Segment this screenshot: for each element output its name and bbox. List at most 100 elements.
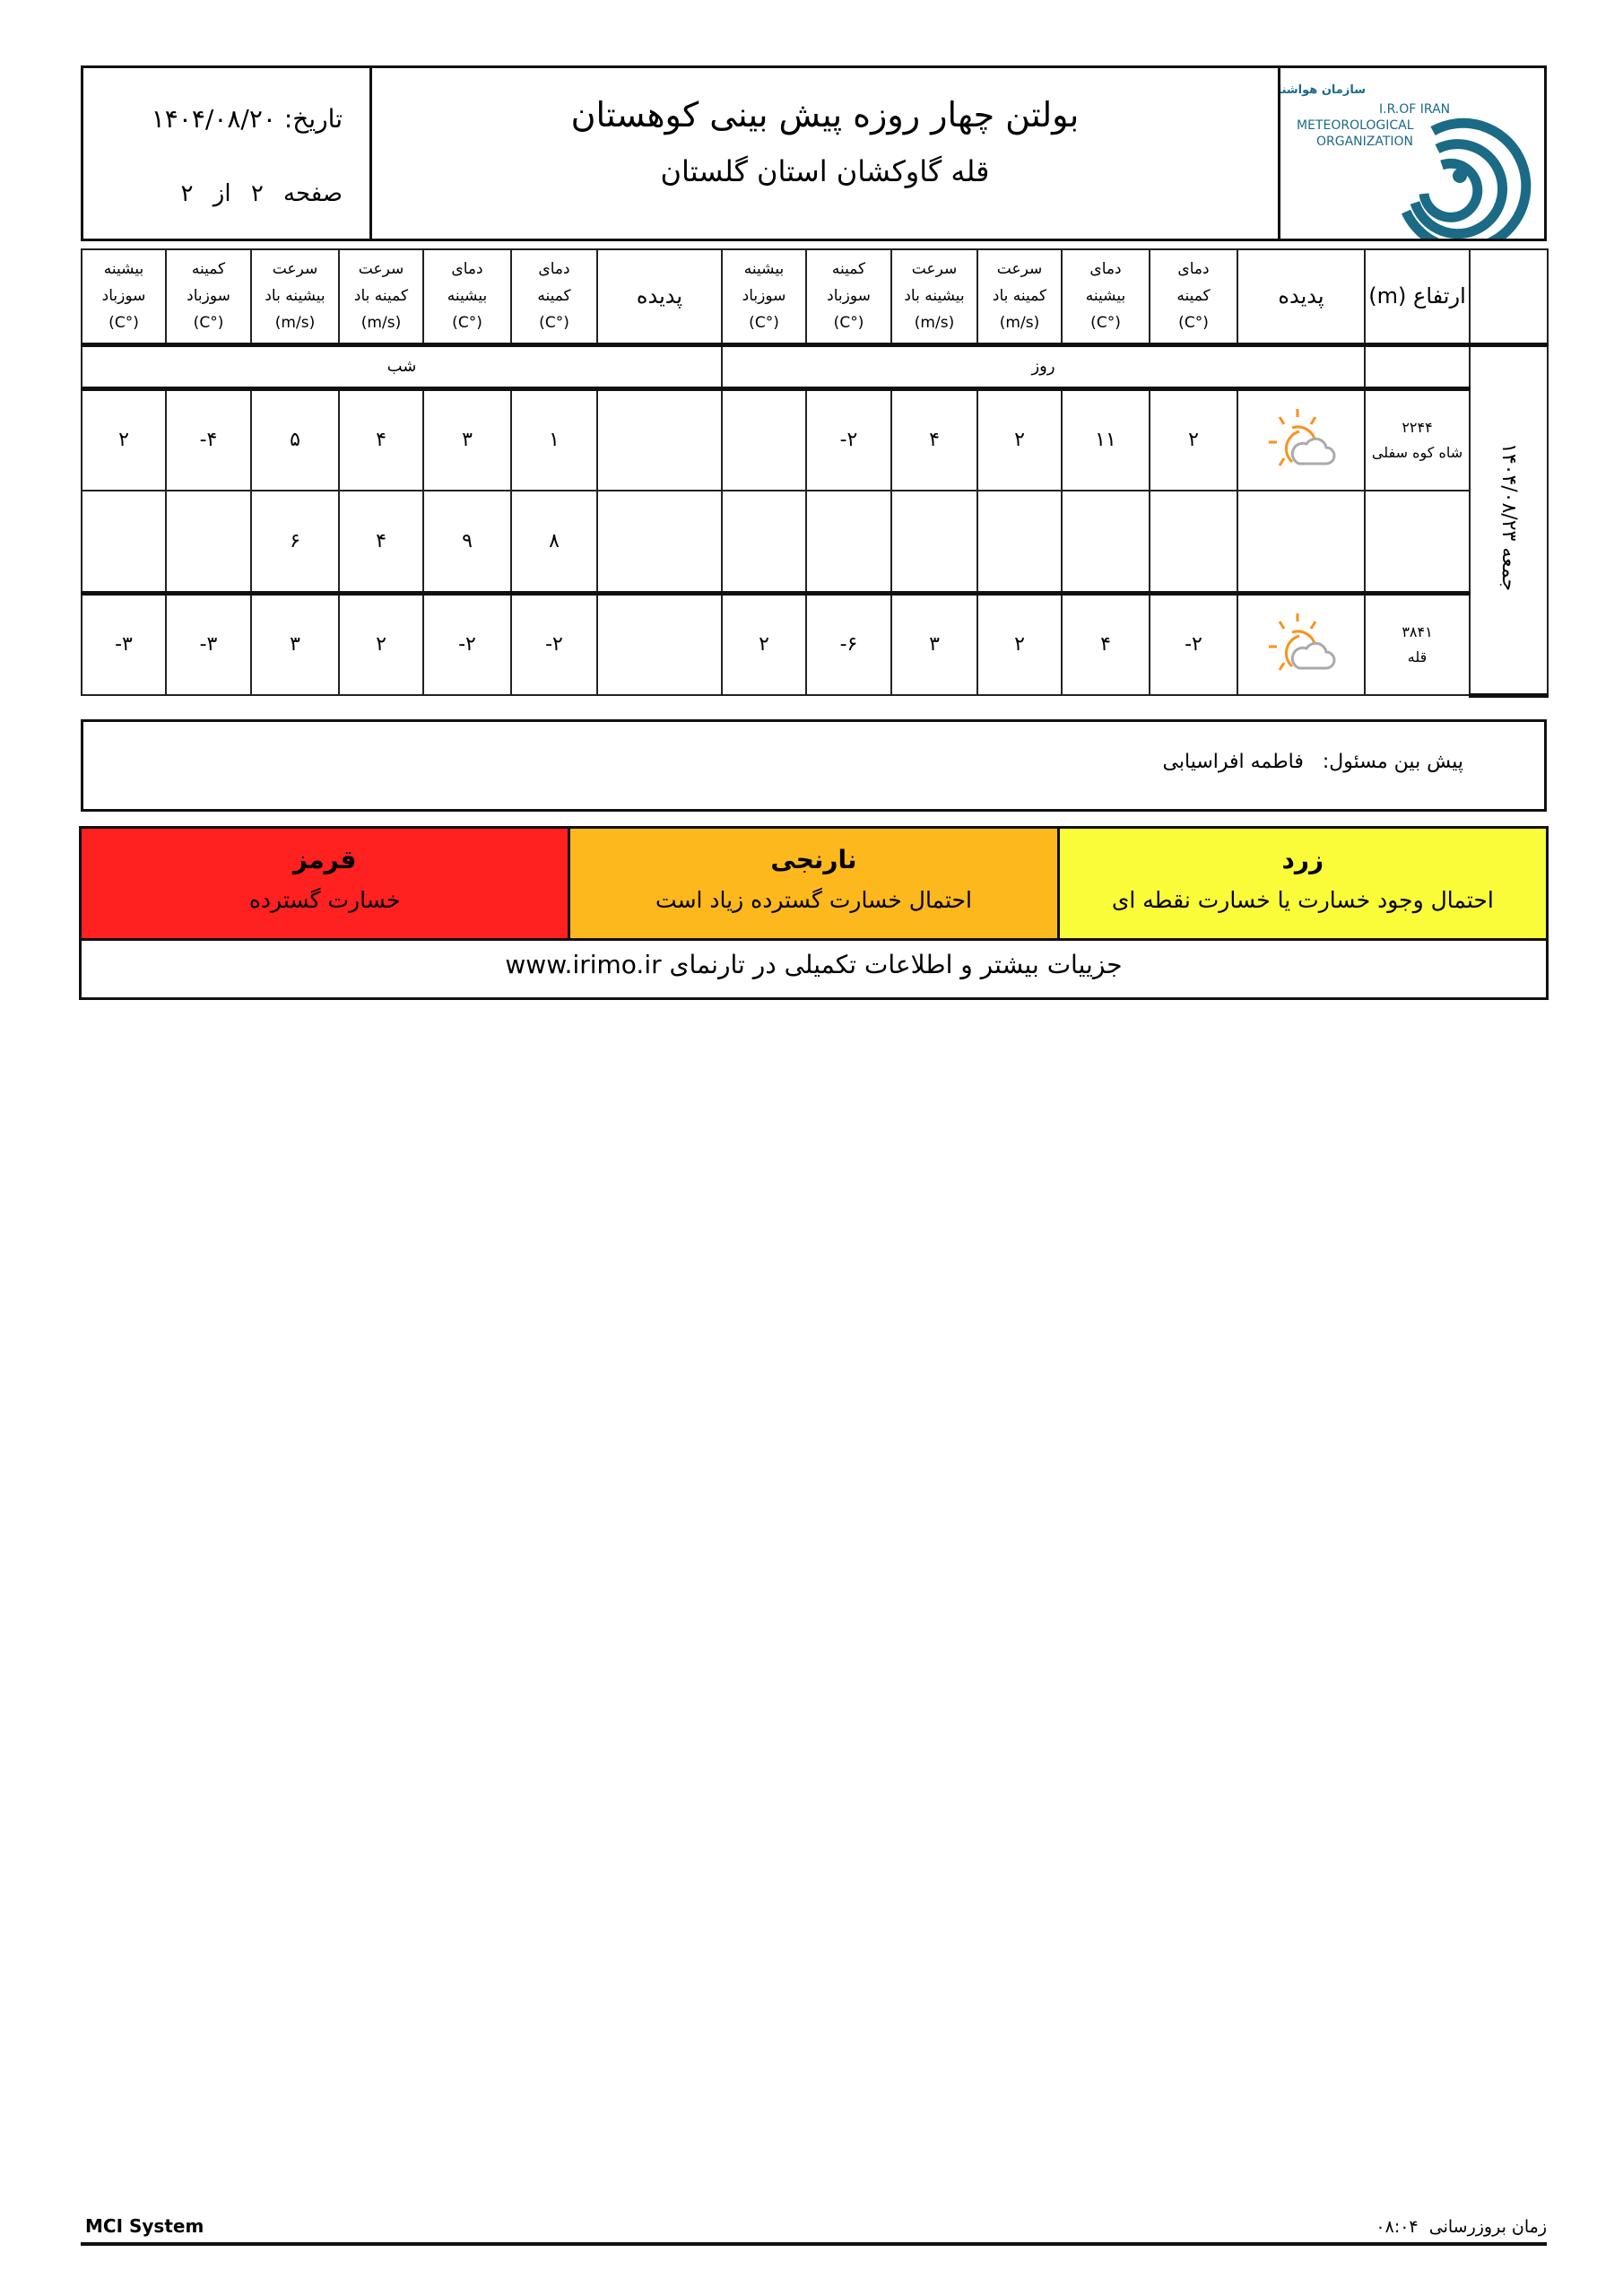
- cell-text: -۴: [199, 429, 218, 452]
- cell-text: ۱: [549, 429, 560, 452]
- cell-text: کمینه باد: [992, 287, 1047, 306]
- cell-text: ۴: [376, 529, 386, 552]
- day-date-cell: جمعه ۱۴۰۴/۰۸/۲۳: [1469, 342, 1549, 698]
- day-value: -۶: [805, 590, 892, 696]
- day-phenomenon-header: پدیده: [1237, 248, 1366, 345]
- cell-text: سوزباد: [742, 287, 786, 306]
- night-value: [165, 490, 252, 594]
- update-label: زمان بروزرسانی: [1428, 2217, 1547, 2237]
- night-phenomenon-header: پدیده: [596, 248, 723, 345]
- station-name: قله: [1407, 648, 1428, 665]
- night-phenomenon: [596, 590, 723, 696]
- day-value: [1061, 490, 1150, 594]
- cell-text: سرعت: [996, 260, 1043, 279]
- cell-text: ۹: [462, 529, 473, 552]
- irimo-logo: سازمان هواشناسی کشور I.R.OF IRAN METEORO…: [1217, 68, 1544, 254]
- cell-text: (°C): [1178, 314, 1209, 333]
- level-name: نارنجی: [770, 845, 857, 874]
- night-value: ۵: [250, 387, 340, 491]
- day-phenomenon: [1237, 387, 1366, 491]
- cell-text: -۳: [115, 633, 133, 657]
- day-value: [721, 490, 807, 594]
- night-col-header-3: سرعت کمینه باد (m/s): [338, 248, 424, 345]
- day-value: [976, 490, 1063, 594]
- cell-text: بیشینه: [103, 260, 144, 279]
- svg-text:METEOROLOGICAL: METEOROLOGICAL: [1297, 118, 1414, 133]
- night-value: ۴: [338, 387, 424, 491]
- day-value: -۲: [805, 387, 892, 491]
- cell-text: ۴: [376, 429, 386, 452]
- cell-text: -۲: [545, 633, 563, 657]
- warning-levels: قرمز خسارت گسترده نارنجی احتمال خسارت گستر…: [79, 826, 1549, 1000]
- day-value: ۴: [890, 387, 978, 491]
- cell-text: بیشینه: [1085, 287, 1126, 306]
- svg-text:I.R.OF IRAN: I.R.OF IRAN: [1379, 102, 1450, 117]
- day-value: ۲: [976, 590, 1063, 696]
- page-num: ۲: [250, 180, 264, 207]
- sun-cloud-icon: [1269, 408, 1336, 466]
- day-value: -۲: [1149, 590, 1238, 696]
- night-value: ۶: [250, 490, 340, 594]
- cell-text: ۶: [290, 529, 300, 552]
- cell-text: -۳: [199, 633, 218, 657]
- cell-text: دمای: [451, 260, 483, 279]
- cell-text: کمینه: [191, 260, 226, 279]
- night-col-header-4: دمای بیشینه (°C): [422, 248, 512, 345]
- day-group: روز: [721, 342, 1366, 391]
- day-col-header-4: دمای بیشینه (°C): [1061, 248, 1150, 345]
- update-time: زمان بروزرسانی ۰۸:۰۴: [1376, 2217, 1547, 2237]
- date-label: تاریخ:: [283, 104, 343, 134]
- cell-text: بیشینه باد: [265, 287, 325, 306]
- page-indicator: صفحه ۲ از ۲: [181, 180, 343, 207]
- day-value: [805, 490, 892, 594]
- night-phenomenon: [596, 490, 723, 594]
- page-of: از: [213, 180, 231, 207]
- night-phenomenon: [596, 387, 723, 491]
- level-desc: احتمال وجود خسارت یا خسارت نقطه ای: [1111, 887, 1494, 913]
- level-name: زرد: [1281, 845, 1324, 874]
- group-spacer: [1364, 342, 1471, 391]
- night-col-header-1: کمینه سوزباد (°C): [165, 248, 252, 345]
- night-col-header-0: بیشینه سوزباد (°C): [81, 248, 167, 345]
- cell-text: سرعت: [358, 260, 404, 279]
- day-value: ۴: [1061, 590, 1150, 696]
- cell-text: بیشینه: [447, 287, 488, 306]
- cell-text: ۴: [929, 429, 940, 452]
- cell-text: ۲: [1014, 429, 1025, 452]
- day-col-header-2: سرعت بیشینه باد (m/s): [890, 248, 978, 345]
- night-value: -۲: [510, 590, 598, 696]
- forecaster-label: پیش بین مسئول:: [1322, 751, 1463, 773]
- cell-text: ۸: [549, 529, 560, 552]
- table-row: ۲ -۴ ۵ ۴ ۳ ۱ -۲ ۴ ۲ ۱۱ ۲ ۲۲۴۴ شاه کوه سفلی: [81, 387, 1548, 491]
- day-col-header-3: سرعت کمینه باد (m/s): [976, 248, 1063, 345]
- station-cell: ۲۲۴۴ شاه کوه سفلی: [1364, 387, 1471, 491]
- date-header: [1469, 248, 1549, 345]
- cell-text: (°C): [452, 314, 482, 333]
- cell-text: بیشینه باد: [904, 287, 965, 306]
- page-title: بولتن چهار روزه پیش بینی کوهستان: [570, 95, 1080, 135]
- cell-text: سوزباد: [827, 287, 871, 306]
- cell-text: ۳: [290, 633, 300, 657]
- cell-text: بیشینه: [743, 260, 785, 279]
- station-name: شاه کوه سفلی: [1371, 443, 1463, 461]
- cell-text: کمینه: [1176, 287, 1211, 306]
- day-col-header-0: بیشینه سوزباد (°C): [721, 248, 807, 345]
- cell-text: ۳: [462, 429, 473, 452]
- day-value: ۱۱: [1061, 387, 1150, 491]
- night-group: شب: [81, 342, 723, 391]
- cell-text: (m/s): [999, 314, 1040, 333]
- table-row: ۶ ۴ ۹ ۸: [81, 490, 1548, 594]
- cell-text: ۵: [290, 429, 300, 452]
- night-value: ۳: [250, 590, 340, 696]
- cell-text: (m/s): [274, 314, 316, 333]
- night-value: [81, 490, 167, 594]
- night-value: ۹: [422, 490, 512, 594]
- station-elevation: ۳۸۴۱: [1402, 622, 1433, 640]
- cell-text: ۲: [1188, 429, 1199, 452]
- elevation-header: ارتفاع (m): [1364, 248, 1471, 345]
- cell-text: (°C): [1090, 314, 1121, 333]
- cell-text: -۲: [458, 633, 476, 657]
- day-value: [890, 490, 978, 594]
- more-info-link[interactable]: جزییات بیشتر و اطلاعات تکمیلی در تارنمای…: [505, 950, 1123, 979]
- day-date: جمعه ۱۴۰۴/۰۸/۲۳: [1497, 443, 1520, 592]
